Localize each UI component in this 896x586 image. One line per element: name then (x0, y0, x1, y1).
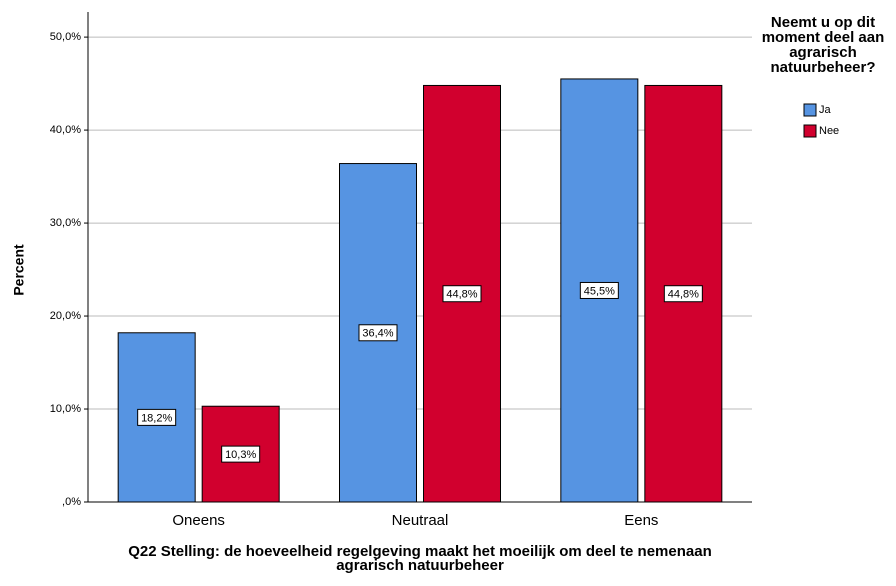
value-label-box (358, 324, 398, 342)
y-tick-label: 10,0% (50, 403, 81, 415)
x-tick-label: Eens (624, 512, 658, 529)
y-tick-label: 50,0% (50, 31, 81, 43)
legend-swatch (803, 124, 817, 138)
legend-label: Nee (819, 125, 839, 137)
value-label-box (663, 285, 703, 303)
value-label: 44,8% (668, 289, 699, 301)
y-tick-label: 30,0% (50, 217, 81, 229)
y-tick-label: 40,0% (50, 124, 81, 136)
x-axis-title: Q22 Stelling: de hoeveelheid regelgeving… (128, 543, 712, 574)
y-tick-label: ,0% (62, 496, 81, 508)
value-label: 18,2% (141, 412, 172, 424)
legend-title: Neemt u op dit moment deel aan agrarisch… (761, 14, 885, 76)
value-label-box (137, 408, 177, 426)
value-label: 10,3% (225, 449, 256, 461)
value-label-box (442, 285, 482, 303)
y-axis-title: Percent (11, 244, 27, 296)
value-label: 45,5% (584, 285, 615, 297)
value-label-box (579, 281, 619, 299)
y-tick-label: 20,0% (50, 310, 81, 322)
value-label: 44,8% (446, 289, 477, 301)
x-tick-label: Oneens (172, 512, 225, 529)
value-label-box (221, 445, 261, 463)
x-tick-label: Neutraal (392, 512, 449, 529)
legend-swatch (803, 103, 817, 117)
legend-label: Ja (819, 104, 832, 116)
value-label: 36,4% (362, 328, 393, 340)
